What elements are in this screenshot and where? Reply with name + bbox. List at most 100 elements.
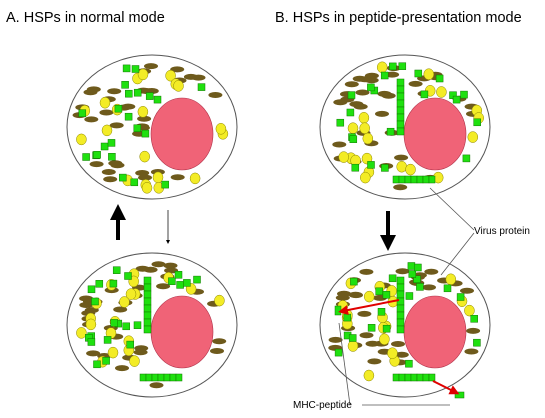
organelle (328, 336, 343, 343)
hsp-chaperone (375, 287, 383, 296)
hsp-chaperone (153, 95, 162, 104)
hsp-chaperone (174, 271, 183, 279)
organelle (212, 338, 227, 345)
nucleus (150, 97, 214, 171)
hsp-chaperone (168, 277, 176, 285)
hsp-chaperone (93, 360, 101, 369)
hsp-chaperone (367, 161, 375, 169)
granule (119, 296, 130, 308)
organelle (107, 88, 122, 95)
hsp-chaperone (91, 297, 99, 306)
organelle (103, 176, 118, 183)
hsp-chaperone (377, 308, 386, 316)
organelle (391, 341, 405, 347)
organelle (149, 382, 164, 389)
virus-protein-chain (404, 175, 412, 184)
organelle (357, 310, 372, 317)
granule (338, 151, 349, 163)
hsp-chaperone (407, 262, 416, 270)
virus-protein-chain (428, 175, 436, 184)
hsp-chaperone (416, 283, 424, 291)
hsp-chaperone (334, 348, 343, 357)
nucleus (403, 97, 467, 171)
hsp-chaperone (413, 275, 421, 283)
organelle (365, 340, 380, 347)
hsp-peptide-complex (143, 304, 152, 313)
organelle (466, 327, 481, 334)
virus-protein-chain (175, 373, 183, 382)
organelle (89, 161, 104, 168)
virus-protein-chain (398, 175, 406, 184)
cell-a-bottom (66, 252, 238, 398)
organelle (367, 358, 382, 365)
hsp-peptide-complex (396, 304, 405, 313)
hsp-chaperone (414, 69, 423, 78)
hsp-peptide-complex (396, 85, 405, 94)
organelle (408, 80, 423, 87)
organelle (210, 348, 224, 354)
hsp-chaperone (108, 153, 116, 161)
organelle (333, 99, 348, 106)
hsp-peptide-complex (143, 325, 152, 334)
virus-protein-chain (410, 175, 418, 184)
organelle (394, 351, 409, 358)
hsp-chaperone (103, 336, 112, 344)
virus-protein-chain (392, 175, 400, 184)
hsp-chaperone (161, 180, 169, 189)
granule (215, 123, 227, 135)
hsp-peptide-complex (143, 276, 152, 285)
organelle (395, 268, 410, 275)
hsp-peptide-complex (396, 318, 405, 327)
hsp-chaperone (386, 127, 395, 136)
organelle (344, 81, 359, 88)
hsp-chaperone (388, 274, 397, 283)
organelle (335, 294, 350, 301)
organelle (208, 92, 223, 98)
organelle (377, 90, 392, 97)
hsp-chaperone (398, 62, 407, 70)
organelle (355, 89, 370, 96)
hsp-chaperone (107, 139, 116, 147)
hsp-chaperone (121, 81, 129, 89)
hsp-peptide-complex (143, 318, 152, 327)
virus-protein-leader (429, 187, 475, 231)
hsp-chaperone (382, 291, 391, 299)
hsp-chaperone (389, 62, 397, 71)
virus-protein-chain (157, 373, 165, 382)
hsp-chaperone (141, 129, 150, 138)
hsp-chaperone (367, 83, 375, 92)
granule (436, 86, 447, 98)
virus-protein-chain (169, 373, 177, 382)
hsp-chaperone (124, 112, 133, 121)
virus-protein-label: Virus protein (474, 226, 530, 237)
hsp-chaperone (405, 292, 414, 300)
mhc-peptide-label: MHC-peptide (293, 400, 352, 411)
organelle (86, 350, 101, 357)
organelle (113, 306, 128, 313)
hsp-chaperone (462, 154, 471, 163)
hsp-chaperone (130, 178, 139, 187)
granule (141, 182, 153, 194)
granule (405, 163, 416, 176)
organelle (359, 332, 374, 339)
organelle (464, 348, 479, 355)
granule (125, 288, 137, 300)
organelle (163, 262, 178, 269)
granule (137, 106, 149, 118)
organelle (170, 66, 185, 73)
granule (359, 122, 370, 134)
granule (189, 172, 201, 185)
organelle (115, 365, 129, 372)
hsp-chaperone (408, 270, 417, 278)
organelle (359, 268, 374, 275)
organelle (460, 287, 474, 294)
virus-protein-chain (422, 175, 430, 184)
hsp-peptide-complex (396, 113, 405, 122)
hsp-chaperone (435, 74, 444, 83)
organelle (170, 174, 185, 181)
hsp-peptide-complex (396, 99, 405, 108)
hsp-chaperone (414, 263, 422, 272)
granule (173, 80, 184, 92)
granule (76, 327, 87, 339)
